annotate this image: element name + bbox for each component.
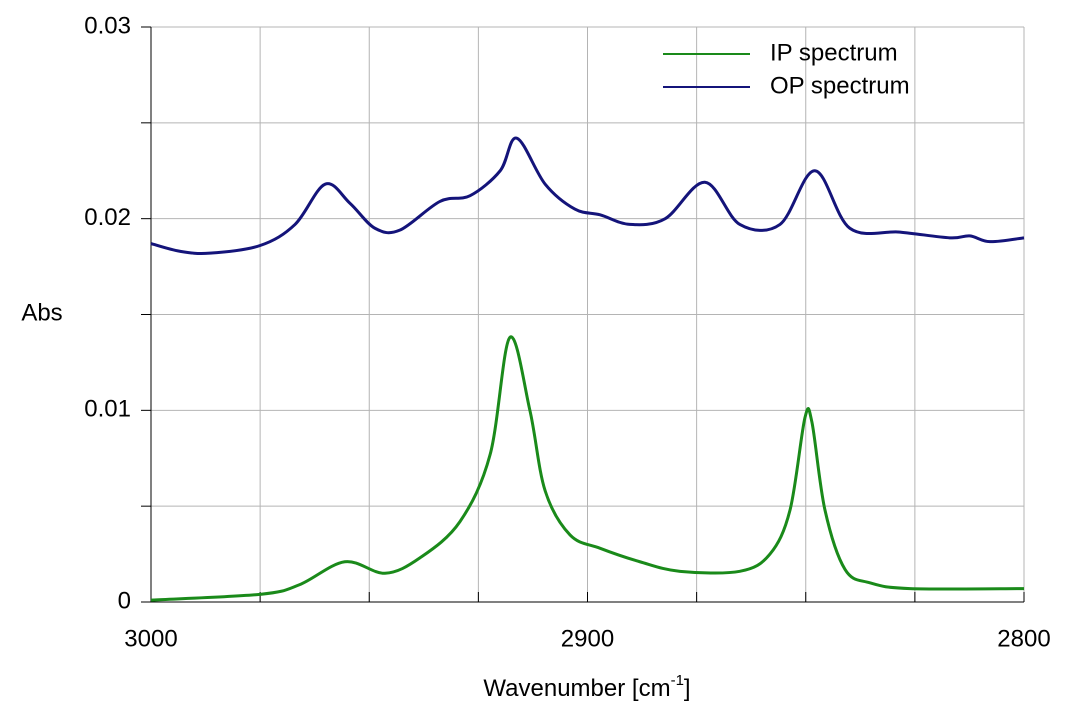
legend-label: IP spectrum — [770, 39, 898, 66]
y-axis-label: Abs — [21, 299, 62, 326]
y-tick-label: 0.01 — [84, 396, 131, 423]
x-tick-label: 3000 — [124, 625, 177, 652]
x-axis-label-sup: -1 — [671, 672, 684, 689]
x-axis-label-text: Wavenumber [cm — [483, 675, 670, 702]
x-axis-label-end: ] — [684, 675, 691, 702]
legend-label: OP spectrum — [770, 72, 910, 99]
y-tick-label: 0.03 — [84, 12, 131, 39]
x-tick-label: 2900 — [561, 625, 614, 652]
series-line — [150, 136, 1025, 255]
x-axis-label: Wavenumber [cm-1] — [483, 672, 690, 702]
y-tick-label: 0 — [118, 587, 131, 614]
y-tick-label: 0.02 — [84, 204, 131, 231]
x-tick-label: 2800 — [997, 625, 1050, 652]
series-line — [150, 335, 1025, 602]
